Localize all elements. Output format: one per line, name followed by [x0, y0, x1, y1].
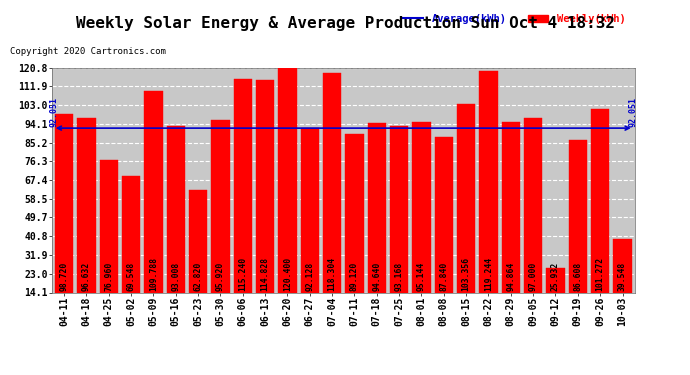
Text: 93.008: 93.008 — [171, 262, 180, 291]
Text: 76.960: 76.960 — [104, 262, 113, 291]
Bar — [546, 267, 564, 322]
Text: 89.120: 89.120 — [350, 262, 359, 291]
Text: 115.240: 115.240 — [238, 257, 247, 291]
Text: 103.356: 103.356 — [462, 257, 471, 291]
Text: 109.788: 109.788 — [149, 257, 158, 291]
Text: 92.128: 92.128 — [305, 262, 314, 291]
Text: 92.051: 92.051 — [50, 97, 59, 127]
Bar — [189, 190, 207, 322]
Bar — [613, 239, 631, 322]
Legend: Average(kWh), Weekly(kWh): Average(kWh), Weekly(kWh) — [398, 10, 629, 28]
Bar — [77, 118, 95, 322]
Bar — [323, 73, 342, 322]
Text: 25.932: 25.932 — [551, 262, 560, 291]
Bar — [211, 120, 230, 322]
Text: 118.304: 118.304 — [328, 257, 337, 291]
Text: 95.144: 95.144 — [417, 262, 426, 291]
Bar — [569, 140, 587, 322]
Text: 97.000: 97.000 — [529, 262, 538, 291]
Text: 93.168: 93.168 — [395, 262, 404, 291]
Text: 94.640: 94.640 — [373, 262, 382, 291]
Text: 120.400: 120.400 — [283, 257, 292, 291]
Text: 96.632: 96.632 — [82, 262, 91, 291]
Bar — [234, 79, 252, 322]
Text: 69.548: 69.548 — [126, 262, 135, 291]
Text: 94.864: 94.864 — [506, 262, 515, 291]
Bar — [524, 118, 542, 322]
Bar — [278, 68, 297, 322]
Text: 87.840: 87.840 — [440, 262, 449, 291]
Bar — [122, 176, 140, 322]
Text: 98.720: 98.720 — [59, 262, 68, 291]
Text: 86.608: 86.608 — [573, 262, 582, 291]
Bar — [480, 71, 497, 322]
Bar — [502, 122, 520, 322]
Bar — [435, 137, 453, 322]
Text: 114.828: 114.828 — [261, 257, 270, 291]
Bar — [256, 80, 274, 322]
Text: 95.920: 95.920 — [216, 262, 225, 291]
Text: 101.272: 101.272 — [595, 257, 604, 291]
Bar — [99, 160, 118, 322]
Bar — [345, 134, 364, 322]
Bar — [301, 128, 319, 322]
Text: Weekly Solar Energy & Average Production Sun Oct 4 18:32: Weekly Solar Energy & Average Production… — [75, 15, 615, 31]
Bar — [390, 126, 408, 322]
Text: 39.548: 39.548 — [618, 262, 627, 291]
Text: 119.244: 119.244 — [484, 257, 493, 291]
Text: 62.820: 62.820 — [194, 262, 203, 291]
Bar — [144, 91, 163, 322]
Text: 92.051: 92.051 — [628, 97, 637, 127]
Bar — [166, 126, 185, 322]
Bar — [591, 109, 609, 322]
Bar — [368, 123, 386, 322]
Bar — [55, 114, 73, 322]
Text: Copyright 2020 Cartronics.com: Copyright 2020 Cartronics.com — [10, 47, 166, 56]
Bar — [413, 122, 431, 322]
Bar — [457, 104, 475, 322]
